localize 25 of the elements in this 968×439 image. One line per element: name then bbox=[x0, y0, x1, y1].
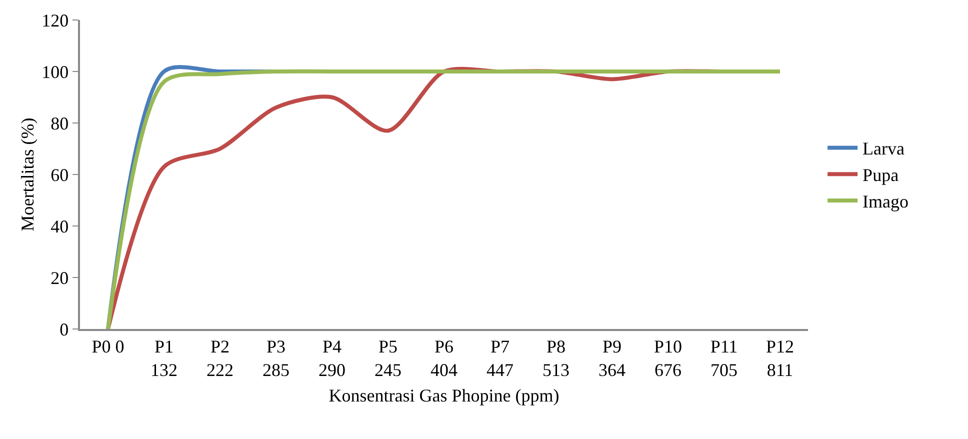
y-tick-label: 80 bbox=[50, 113, 69, 134]
x-tick-label: P9 364 bbox=[598, 336, 626, 380]
y-tick-label: 100 bbox=[42, 62, 69, 82]
y-tick-label: 60 bbox=[50, 164, 69, 185]
y-tick-label: 20 bbox=[50, 268, 69, 288]
y-axis-title: Moertalitas (%) bbox=[18, 118, 38, 232]
legend-label: Larva bbox=[862, 138, 905, 159]
legend-label: Imago bbox=[862, 192, 909, 212]
y-tick-label: 0 bbox=[60, 319, 69, 340]
y-tick-label: 120 bbox=[42, 10, 69, 30]
x-tick-label: P11 705 bbox=[710, 336, 738, 380]
x-tick-label: P6 404 bbox=[430, 336, 458, 380]
y-tick-label: 40 bbox=[50, 216, 69, 236]
x-tick-label: P3 285 bbox=[262, 336, 290, 380]
x-tick-label: P0 0 bbox=[92, 336, 124, 356]
x-tick-label: P10 676 bbox=[654, 336, 682, 380]
x-tick-label: P4 290 bbox=[318, 336, 346, 380]
x-tick-label: P5 245 bbox=[374, 336, 402, 380]
x-tick-label: P1 132 bbox=[150, 336, 178, 380]
x-tick-label: P12 811 bbox=[766, 336, 794, 380]
x-tick-label: P7 447 bbox=[486, 336, 514, 380]
x-tick-label: P2 222 bbox=[206, 336, 234, 380]
legend-label: Pupa bbox=[862, 165, 899, 186]
x-tick-label: P8 513 bbox=[542, 336, 570, 380]
x-axis-title: Konsentrasi Gas Phopine (ppm) bbox=[328, 385, 560, 406]
